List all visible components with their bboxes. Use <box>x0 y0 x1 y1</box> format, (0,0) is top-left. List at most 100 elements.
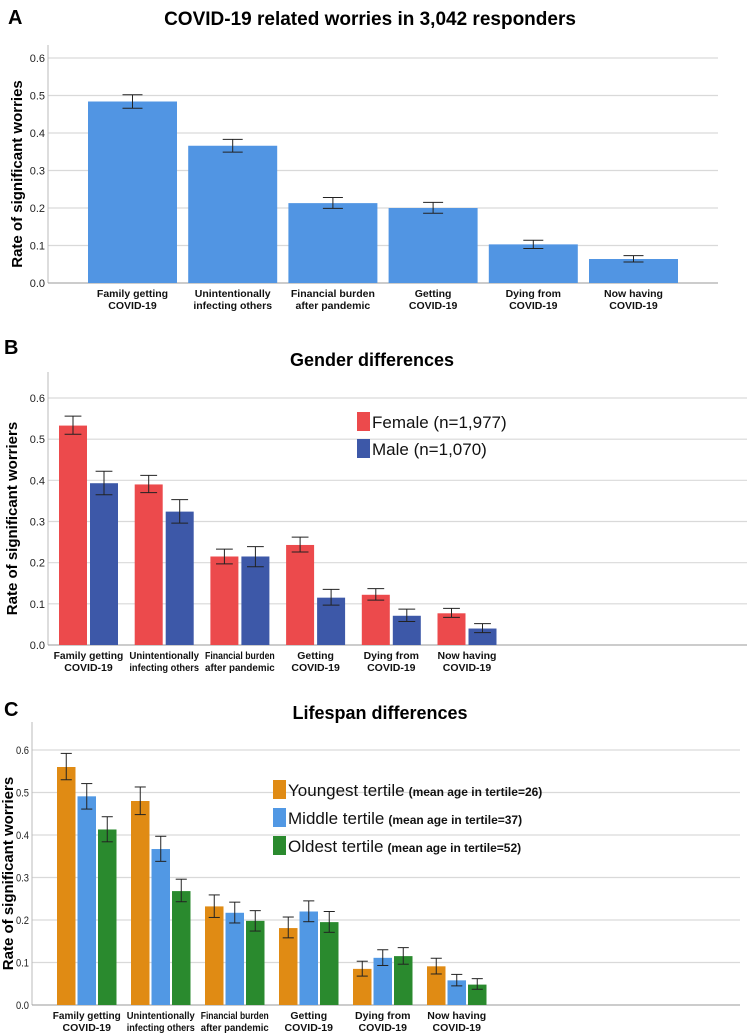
bar <box>90 483 118 645</box>
y-tick-label: 0.2 <box>30 558 45 570</box>
x-tick-label: Family getting <box>54 650 124 662</box>
y-tick-label: 0.4 <box>30 128 45 140</box>
y-tick-label: 0.2 <box>16 915 29 927</box>
bar <box>131 801 150 1005</box>
bar <box>188 145 278 283</box>
bar <box>279 928 298 1005</box>
chart-title: COVID-19 related worries in 3,042 respon… <box>164 9 576 30</box>
chart-panel-a: A COVID-19 related worries in 3,042 respo… <box>8 7 718 312</box>
x-tick-label: after pandemic <box>201 1022 269 1034</box>
y-tick-label: 0.3 <box>16 873 29 885</box>
bar <box>225 912 244 1005</box>
x-tick-label: Getting <box>415 288 452 300</box>
chart-panel-c: C Lifespan differences 0.0 0.1 0.2 0.3 0.4 0.5 0… <box>0 699 740 1034</box>
y-tick-label: 0.5 <box>16 788 29 800</box>
x-tick-label: COVID-19 <box>63 1022 112 1034</box>
bar <box>437 613 466 645</box>
panel-label: A <box>8 7 22 29</box>
chart-title: Lifespan differences <box>292 703 467 723</box>
x-tick-label: COVID-19 <box>291 662 340 674</box>
x-tick-label: COVID-19 <box>409 300 458 312</box>
legend-series-name: Oldest tertile <box>288 837 383 856</box>
y-axis-label: Rate of significant worriers <box>0 777 17 970</box>
bar <box>320 922 339 1005</box>
bar <box>210 556 239 645</box>
y-tick-label: 0.4 <box>30 475 45 487</box>
x-tick-label: COVID-19 <box>609 300 658 312</box>
x-tick-label: Now having <box>427 1010 486 1022</box>
bar <box>589 259 678 283</box>
y-tick-label: 0.0 <box>30 278 45 290</box>
y-tick-label: 0.3 <box>30 166 45 178</box>
bar <box>134 484 163 645</box>
legend-label: Female (n=1,977) <box>372 413 507 432</box>
x-tick-label: Dying from <box>364 650 419 662</box>
legend-label: Male (n=1,070) <box>372 440 487 459</box>
bar <box>394 956 413 1005</box>
legend-series-note: (mean age in tertile=37) <box>388 813 522 827</box>
legend-series-name: Middle tertile <box>288 809 384 828</box>
x-tick-label: Unintentionally <box>129 650 199 662</box>
legend-series-name: Youngest tertile <box>288 781 405 800</box>
bar <box>447 980 466 1005</box>
legend-swatch <box>273 780 286 799</box>
x-tick-label: Now having <box>604 288 663 300</box>
legend-series-note: (mean age in tertile=26) <box>409 785 543 799</box>
bar <box>361 594 390 645</box>
y-tick-label: 0.3 <box>30 517 45 529</box>
y-tick-label: 0.1 <box>16 958 29 970</box>
bar <box>286 544 315 645</box>
x-tick-label: Family getting <box>53 1010 121 1022</box>
bar <box>98 829 117 1005</box>
panel-label: B <box>4 337 18 359</box>
y-tick-label: 0.5 <box>30 434 45 446</box>
x-tick-label: Financial burden <box>201 1010 269 1022</box>
x-tick-label: COVID-19 <box>108 300 157 312</box>
x-tick-label: COVID-19 <box>359 1022 408 1034</box>
bar <box>246 920 265 1005</box>
x-tick-label: after pandemic <box>296 300 371 312</box>
x-tick-label: COVID-19 <box>509 300 558 312</box>
x-tick-label: Financial burden <box>205 650 275 662</box>
y-tick-label: 0.4 <box>16 830 29 842</box>
x-tick-label: Unintentionally <box>195 288 271 300</box>
x-tick-label: Dying from <box>506 288 561 300</box>
legend-label: Middle tertile (mean age in tertile=37) <box>288 809 522 828</box>
y-tick-label: 0.5 <box>30 91 45 103</box>
x-tick-label: COVID-19 <box>367 662 416 674</box>
bar <box>77 796 96 1005</box>
bar <box>88 101 177 283</box>
bar <box>299 911 318 1005</box>
bar <box>373 957 392 1005</box>
bar <box>241 556 270 645</box>
legend-series-note: (mean age in tertile=52) <box>387 841 521 855</box>
y-tick-label: 0.2 <box>30 203 45 215</box>
panel-label: C <box>4 699 18 721</box>
legend-series-name: Male (n=1,070) <box>372 440 487 459</box>
x-tick-label: infecting others <box>127 1022 195 1034</box>
y-axis-label: Rate of significant worries <box>9 80 26 268</box>
x-tick-label: Unintentionally <box>127 1010 195 1022</box>
x-tick-label: infecting others <box>129 662 199 674</box>
y-tick-label: 0.6 <box>30 53 45 65</box>
bar <box>165 511 194 645</box>
y-tick-label: 0.1 <box>30 241 45 253</box>
x-tick-label: Family getting <box>97 288 168 300</box>
x-tick-label: Dying from <box>355 1010 410 1022</box>
x-tick-label: COVID-19 <box>433 1022 482 1034</box>
bar <box>488 244 578 283</box>
legend-label: Youngest tertile (mean age in tertile=26) <box>288 781 542 800</box>
x-tick-label: COVID-19 <box>443 662 492 674</box>
legend-swatch <box>357 412 370 431</box>
bar <box>205 906 224 1005</box>
bar <box>427 966 446 1005</box>
bar <box>59 425 87 645</box>
x-tick-label: COVID-19 <box>64 662 113 674</box>
chart-title: Gender differences <box>290 350 454 370</box>
legend-swatch <box>273 808 286 827</box>
y-tick-label: 0.6 <box>16 745 29 757</box>
chart-panel-b: B Gender differences 0.0 0.1 0.2 0.3 0.4 0.5 0.6… <box>4 337 747 674</box>
y-tick-label: 0.1 <box>30 599 45 611</box>
x-tick-label: Now having <box>438 650 497 662</box>
bar <box>57 767 76 1005</box>
